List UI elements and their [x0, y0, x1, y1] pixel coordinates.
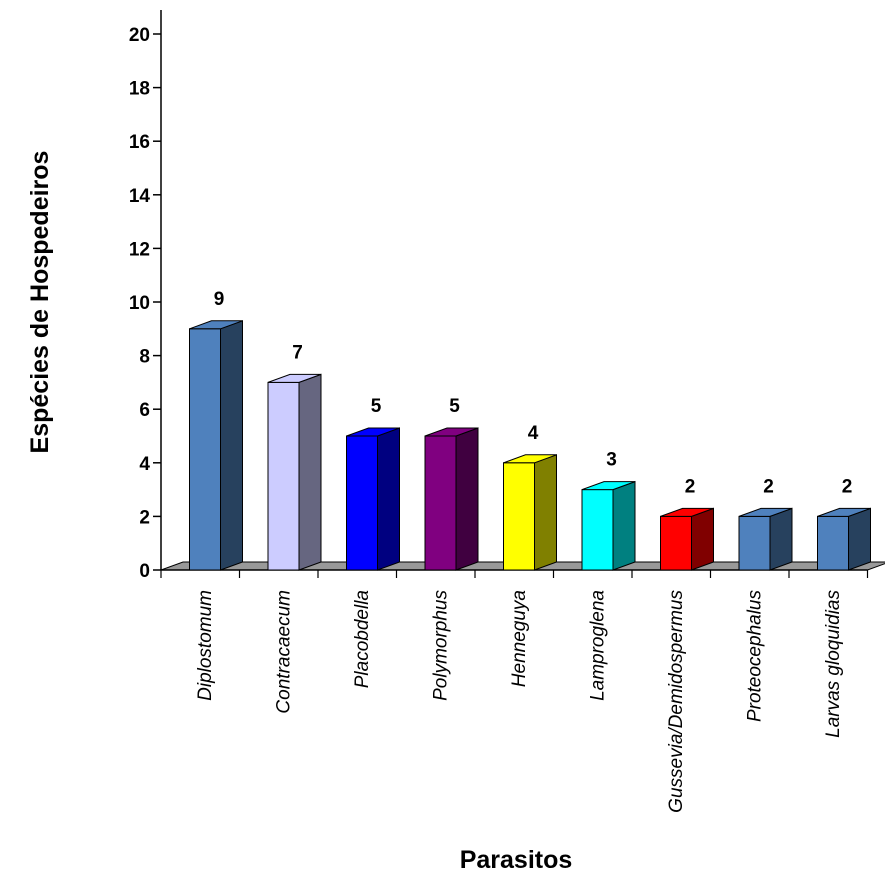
bar-side [298, 373, 322, 571]
y-tick-label: 10 [129, 293, 150, 314]
bar-top [738, 507, 793, 517]
bar-front [346, 435, 378, 571]
bar-side [220, 320, 243, 571]
data-label: 5 [371, 396, 382, 417]
bar-top [189, 320, 243, 330]
y-tick-label: 16 [129, 132, 150, 153]
data-label: 2 [685, 476, 696, 497]
data-label: 2 [842, 476, 853, 497]
bar-top [503, 454, 557, 464]
category-label: Gussevia/Demidospermus [666, 590, 687, 813]
bar-side [377, 427, 400, 571]
y-tick-label: 14 [129, 186, 151, 207]
y-tick-label: 6 [139, 400, 150, 421]
bar-front [660, 515, 692, 571]
category-label: Henneguya [509, 590, 530, 687]
bar-top [660, 507, 714, 517]
category-label: Larvas gloquidias [823, 590, 844, 738]
bar-side [769, 507, 793, 571]
y-tick-label: 8 [139, 347, 150, 368]
category-label: Contracaecum [274, 590, 295, 714]
bar-front [424, 435, 457, 571]
bar-side [848, 507, 871, 571]
bar-side [612, 480, 636, 571]
category-label: Proteocephalus [745, 590, 766, 723]
data-label: 5 [449, 396, 460, 417]
bar [424, 427, 479, 571]
bar-front [581, 489, 614, 571]
bar-front [189, 328, 221, 571]
bar-front [267, 381, 300, 571]
bar-top [346, 427, 400, 437]
y-tick-label: 12 [129, 239, 150, 260]
data-label: 4 [528, 423, 539, 444]
data-label: 9 [214, 289, 225, 310]
bar-top [817, 507, 871, 517]
data-label: 7 [292, 342, 303, 363]
bar-top [267, 373, 322, 383]
bar-side [534, 454, 557, 571]
bar [738, 507, 793, 571]
bar-front [503, 462, 535, 571]
y-tick-label: 0 [139, 561, 150, 582]
category-label: Placobdella [352, 590, 373, 688]
bar-side [455, 427, 479, 571]
bar [267, 373, 322, 571]
bar [346, 427, 400, 571]
bar-top [424, 427, 479, 437]
y-tick-label: 20 [129, 25, 150, 46]
bar-top [581, 481, 636, 491]
bar [189, 320, 243, 571]
y-axis-title: Espécies de Hospedeiros [26, 151, 54, 454]
bar-front [817, 515, 849, 571]
bar [817, 507, 871, 571]
category-label: Polymorphus [431, 590, 452, 701]
data-label: 2 [763, 476, 774, 497]
category-label: Diplostomum [195, 590, 216, 701]
bar [581, 480, 636, 571]
bar [660, 507, 714, 571]
data-label: 3 [606, 450, 617, 471]
x-axis-title: Parasitos [460, 846, 573, 874]
category-label: Lamproglena [588, 590, 609, 701]
y-tick-label: 4 [139, 454, 150, 475]
bar-front [738, 515, 771, 571]
y-tick-label: 18 [129, 79, 150, 100]
bar [503, 454, 557, 571]
bar-side [691, 507, 714, 571]
y-tick-label: 2 [139, 507, 150, 528]
